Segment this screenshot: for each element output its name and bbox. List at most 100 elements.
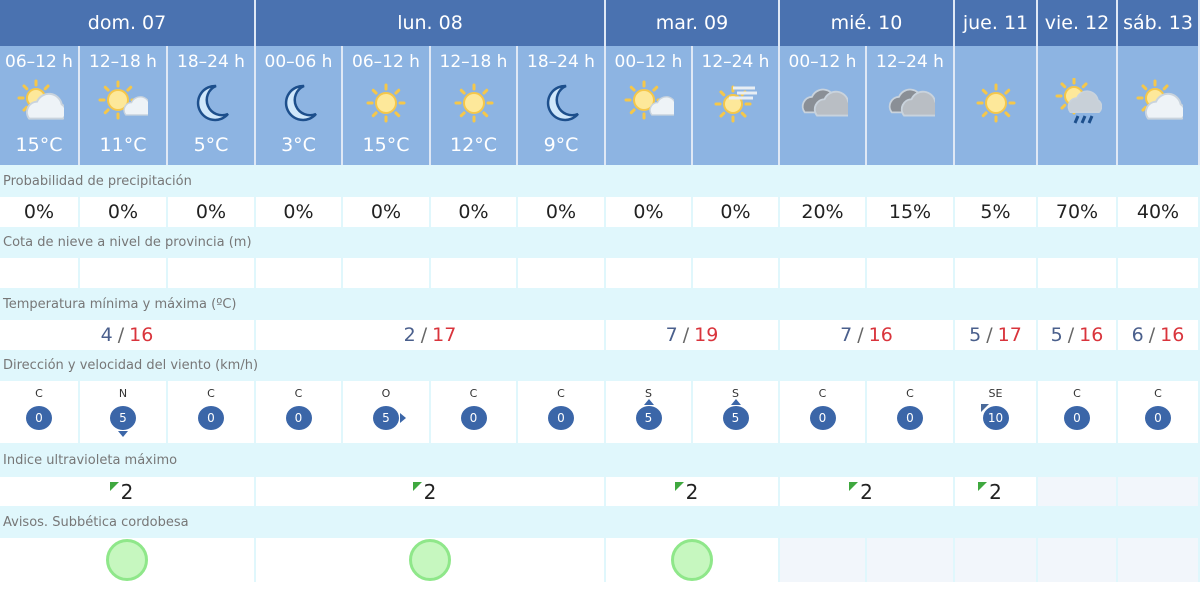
wind-speed: 5: [644, 411, 653, 425]
uv-value: 2: [860, 479, 873, 504]
snow-level-value: [693, 258, 778, 288]
wind-speed-badge: 10: [980, 404, 1009, 430]
uv-index-value: 2: [849, 479, 873, 504]
moon-icon: [274, 74, 324, 132]
min-temp: 7: [840, 324, 853, 346]
label-temp: Temperatura mínima y máxima (ºC): [0, 288, 1200, 320]
wind-direction: C: [207, 387, 215, 400]
wind-direction: O: [381, 387, 391, 400]
uv-level-icon: [978, 481, 988, 491]
label-precip: Probabilidad de precipitación: [0, 165, 1200, 197]
min-temp: 4: [100, 324, 113, 346]
slot-hours: 00–12 h: [614, 52, 683, 72]
wind-speed: 0: [1073, 411, 1081, 425]
wind-cell: SE 10: [955, 381, 1036, 443]
time-slot: 12–18 h 12°C: [431, 46, 518, 165]
wind-arrow-icon: [730, 399, 741, 405]
time-slot: [1038, 46, 1118, 165]
min-temp: 6: [1131, 324, 1144, 346]
day-header: dom. 07: [0, 0, 256, 46]
min-temp: 7: [665, 324, 678, 346]
wind-speed: 0: [294, 411, 303, 425]
uv-index-cell: [1038, 477, 1116, 506]
wind-speed: 5: [731, 411, 740, 425]
sun-icon: [971, 74, 1021, 132]
time-slot: [955, 46, 1038, 165]
snow-level-value: [256, 258, 341, 288]
precip-value: 0%: [80, 197, 166, 227]
time-slot: 12–24 h: [867, 46, 955, 165]
uv-index-cell: 2: [0, 477, 254, 506]
uv-index-cell: 2: [606, 477, 778, 506]
snow-level-value: [780, 258, 865, 288]
uv-index-value: 2: [978, 480, 1002, 504]
wind-direction: C: [906, 387, 914, 400]
max-temp: 19: [694, 324, 719, 346]
precip-value: 15%: [867, 197, 953, 227]
day-header: vie. 12: [1038, 0, 1118, 46]
slot-temperature: 3°C: [281, 134, 316, 156]
time-slot: 06–12 h 15°C: [0, 46, 80, 165]
day-header: mié. 10: [780, 0, 955, 46]
day-header: mar. 09: [606, 0, 780, 46]
wind-speed-badge: 0: [285, 406, 312, 430]
uv-value: 2: [423, 479, 437, 504]
uv-index-cell: [1118, 477, 1198, 506]
snow-level-value: [80, 258, 166, 288]
uv-index-value: 2: [674, 479, 699, 504]
time-slot: 00–12 h: [606, 46, 693, 165]
wind-speed: 0: [207, 411, 215, 425]
time-slot: 12–18 h 11°C: [80, 46, 168, 165]
wind-speed-badge: 0: [897, 406, 923, 430]
slot-temperature: 15°C: [362, 134, 410, 156]
uv-value: 2: [685, 479, 699, 504]
label-uv: Indice ultravioleta máximo: [0, 443, 1200, 477]
warning-green-icon[interactable]: [409, 539, 451, 581]
max-temp: 17: [432, 324, 457, 346]
precip-value: 5%: [955, 197, 1036, 227]
separator: /: [986, 324, 993, 346]
max-temp: 17: [997, 324, 1022, 346]
precip-value: 0%: [0, 197, 78, 227]
slot-hours: 18–24 h: [527, 52, 595, 72]
precip-value: 0%: [518, 197, 604, 227]
wind-speed: 0: [818, 411, 827, 425]
max-temp: 16: [129, 324, 154, 346]
separator: /: [420, 324, 428, 346]
slot-hours: 00–06 h: [264, 52, 333, 72]
slot-hours: 06–12 h: [5, 52, 73, 72]
warning-green-icon[interactable]: [106, 539, 148, 581]
min-max-temp: 5/17: [955, 320, 1036, 350]
snow-level-value: [1038, 258, 1116, 288]
uv-level-icon: [412, 481, 422, 491]
wind-speed: 10: [987, 411, 1004, 425]
snow-level-value: [867, 258, 953, 288]
precip-value: 0%: [431, 197, 516, 227]
label-snow: Cota de nieve a nivel de provincia (m): [0, 227, 1200, 258]
wind-speed: 0: [557, 411, 565, 425]
clouds-icon: [885, 74, 941, 132]
wind-direction: C: [294, 387, 303, 400]
snow-level-value: [0, 258, 78, 288]
precip-value: 0%: [693, 197, 778, 227]
wind-speed: 0: [1154, 411, 1162, 425]
snow-level-value: [955, 258, 1036, 288]
sun-small-cloud-icon: [624, 74, 679, 132]
min-temp: 5: [1050, 324, 1063, 346]
time-slot: 00–12 h: [780, 46, 867, 165]
time-slot: 12–24 h: [693, 46, 780, 165]
wind-speed-badge: 5: [722, 399, 749, 430]
wind-speed-badge: 5: [110, 406, 136, 437]
label-wind: Dirección y velocidad del viento (km/h): [0, 350, 1200, 381]
warning-green-icon[interactable]: [671, 539, 713, 581]
max-temp: 16: [868, 324, 893, 346]
slot-hours: 12–24 h: [701, 52, 770, 72]
snow-level-value: [168, 258, 254, 288]
time-slot: 18–24 h 9°C: [518, 46, 606, 165]
